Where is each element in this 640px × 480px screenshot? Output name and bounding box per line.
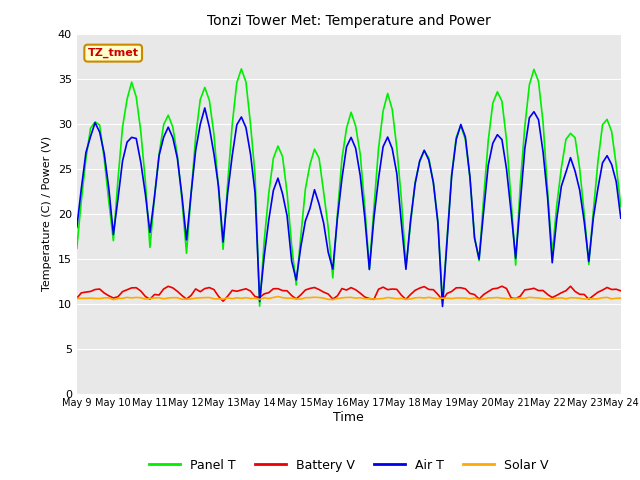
Solar V xyxy=(274,294,282,300)
Air T xyxy=(457,121,465,127)
Solar V xyxy=(73,296,81,301)
Air T xyxy=(512,255,520,261)
Title: Tonzi Tower Met: Temperature and Power: Tonzi Tower Met: Temperature and Power xyxy=(207,14,491,28)
Battery V xyxy=(608,287,616,292)
Line: Solar V: Solar V xyxy=(77,297,621,300)
Battery V xyxy=(380,284,387,290)
Y-axis label: Temperature (C) / Power (V): Temperature (C) / Power (V) xyxy=(42,136,52,291)
Panel T xyxy=(188,192,195,197)
Panel T xyxy=(608,129,616,134)
Line: Battery V: Battery V xyxy=(77,286,621,301)
Battery V xyxy=(617,288,625,294)
Air T xyxy=(201,105,209,111)
Air T xyxy=(73,225,81,230)
Air T xyxy=(438,304,446,310)
Solar V xyxy=(512,295,520,301)
Solar V xyxy=(192,295,200,301)
Solar V xyxy=(109,297,117,302)
Solar V xyxy=(384,295,392,300)
Line: Panel T: Panel T xyxy=(77,69,621,306)
Air T xyxy=(380,144,387,150)
Legend: Panel T, Battery V, Air T, Solar V: Panel T, Battery V, Air T, Solar V xyxy=(144,454,554,477)
X-axis label: Time: Time xyxy=(333,411,364,424)
Solar V xyxy=(608,296,616,302)
Panel T xyxy=(512,262,520,268)
Battery V xyxy=(220,298,227,304)
Battery V xyxy=(188,292,195,298)
Air T xyxy=(188,191,195,196)
Panel T xyxy=(457,123,465,129)
Line: Air T: Air T xyxy=(77,108,621,307)
Air T xyxy=(608,162,616,168)
Text: TZ_tmet: TZ_tmet xyxy=(88,48,139,58)
Battery V xyxy=(498,283,506,289)
Battery V xyxy=(452,285,460,291)
Panel T xyxy=(237,66,245,72)
Solar V xyxy=(617,295,625,301)
Solar V xyxy=(457,295,465,301)
Panel T xyxy=(384,91,392,96)
Solar V xyxy=(224,295,232,301)
Air T xyxy=(617,215,625,221)
Panel T xyxy=(256,303,264,309)
Air T xyxy=(224,190,232,196)
Battery V xyxy=(73,295,81,301)
Panel T xyxy=(220,246,227,252)
Panel T xyxy=(73,245,81,251)
Battery V xyxy=(512,296,520,301)
Panel T xyxy=(617,204,625,209)
Battery V xyxy=(224,293,232,299)
